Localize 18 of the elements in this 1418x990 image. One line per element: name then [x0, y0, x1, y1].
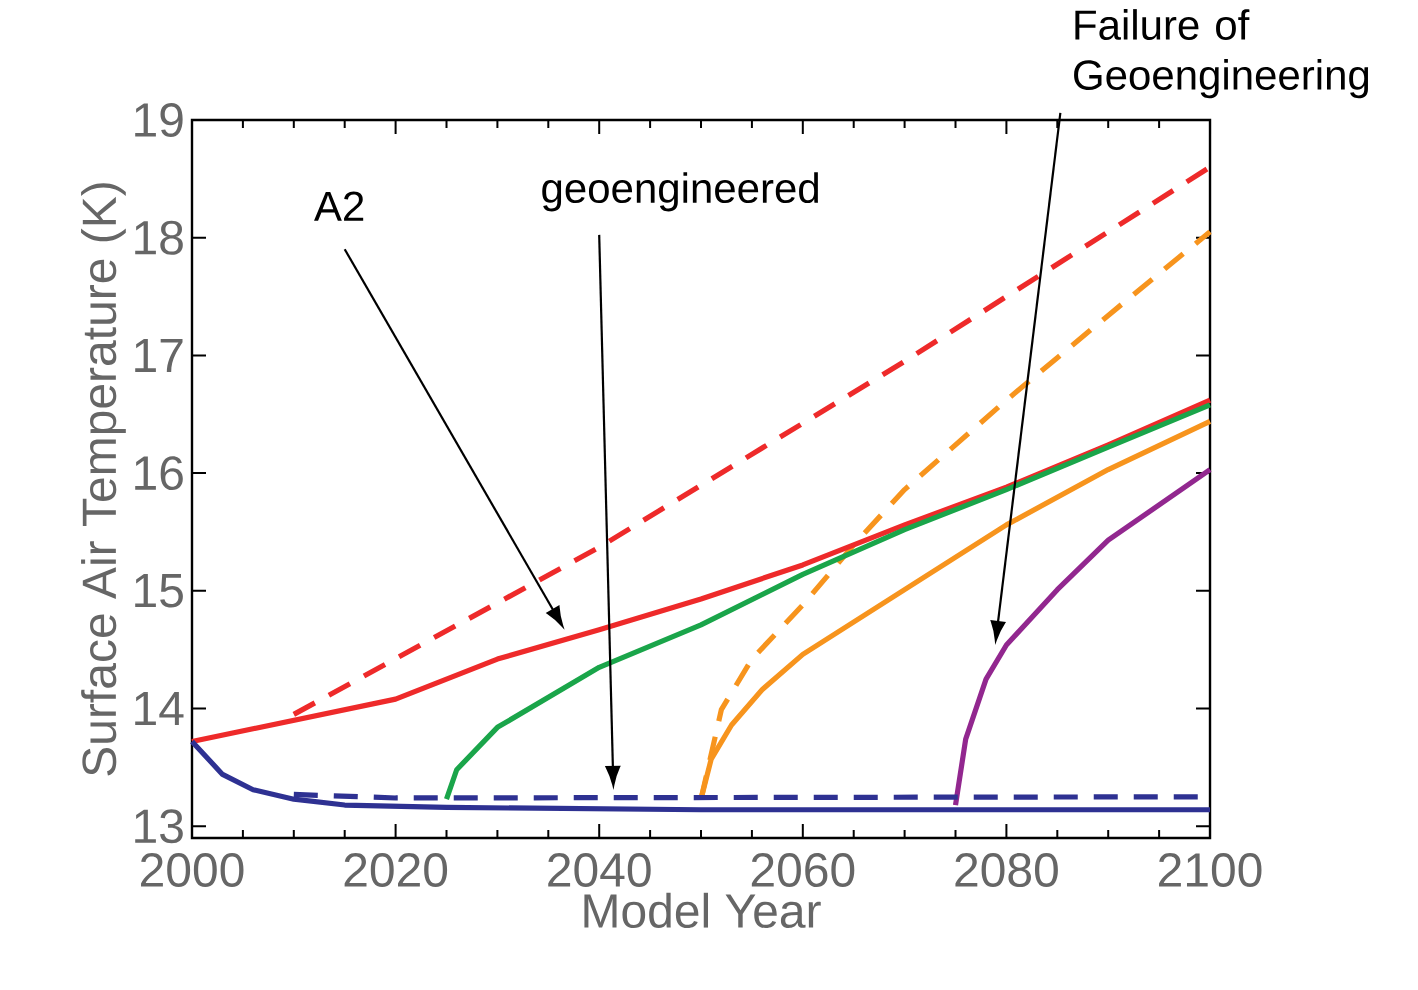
- x-tick-label: 2000: [141, 853, 244, 888]
- x-tick-label: 2040: [548, 853, 651, 888]
- annotation: geoengineered: [542, 172, 818, 212]
- y-tick-label: 14: [135, 692, 184, 726]
- x-tick-label: 2080: [955, 853, 1058, 888]
- x-axis-title: Model Year: [584, 892, 821, 929]
- x-tick-label: 2060: [751, 853, 855, 888]
- y-tick-label: 16: [135, 456, 183, 491]
- y-tick-label: 18: [135, 220, 183, 255]
- y-tick-label: 13: [135, 809, 183, 844]
- y-tick-label: 15: [135, 574, 183, 608]
- annotation: A2: [314, 191, 364, 221]
- x-tick-label: 2100: [1159, 853, 1262, 888]
- text: Failure of Geoengineering: [1074, 9, 1369, 99]
- y-tick-label: 17: [135, 338, 183, 372]
- x-tick-label: 2020: [344, 853, 448, 888]
- y-axis-title: Surface Air Temperature (K): [81, 183, 126, 776]
- y-tick-label: 19: [135, 103, 183, 137]
